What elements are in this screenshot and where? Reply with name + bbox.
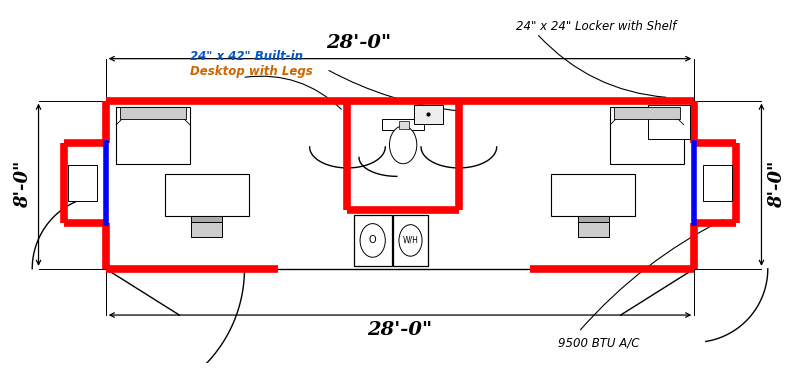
Text: 8'-0": 8'-0"	[14, 161, 32, 209]
Bar	[165, 174, 249, 216]
Bar	[614, 107, 680, 119]
Text: 9500 BTU A/C: 9500 BTU A/C	[558, 336, 639, 349]
Bar	[578, 216, 609, 237]
Ellipse shape	[399, 225, 422, 256]
Bar	[648, 105, 690, 139]
Bar	[68, 165, 98, 201]
Ellipse shape	[360, 223, 386, 257]
Bar	[191, 216, 222, 222]
Ellipse shape	[390, 126, 417, 164]
Text: 24" x 42" Built-in: 24" x 42" Built-in	[190, 50, 303, 63]
Text: 24" x 24" Locker with Shelf: 24" x 24" Locker with Shelf	[515, 21, 676, 33]
Text: 8'-0": 8'-0"	[768, 161, 786, 209]
Bar	[414, 105, 443, 124]
Text: O: O	[369, 236, 377, 245]
Text: Desktop with Legs: Desktop with Legs	[190, 65, 313, 78]
Bar	[702, 165, 732, 201]
Bar	[578, 216, 609, 222]
Bar	[610, 107, 684, 164]
Bar	[382, 119, 424, 130]
Bar	[551, 174, 635, 216]
Text: 28'-0": 28'-0"	[326, 34, 391, 52]
Bar	[399, 120, 410, 129]
Bar	[120, 107, 186, 119]
Text: W/H: W/H	[402, 236, 418, 245]
Bar	[191, 216, 222, 237]
Bar	[354, 215, 391, 266]
Bar	[393, 215, 428, 266]
Text: 28'-0": 28'-0"	[367, 321, 433, 339]
Bar	[116, 107, 190, 164]
